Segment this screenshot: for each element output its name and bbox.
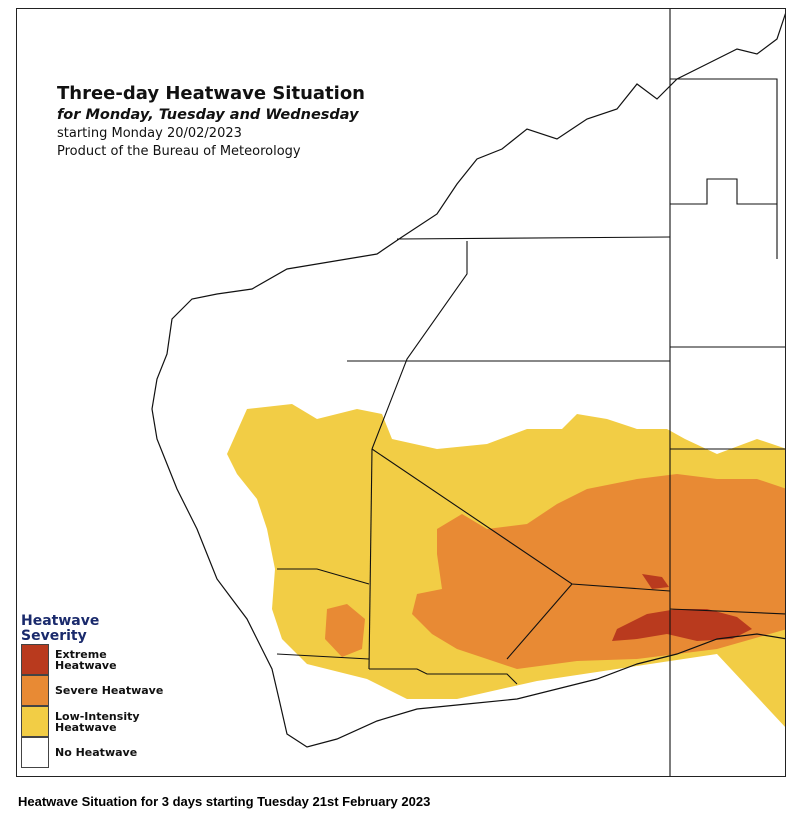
extreme-zone-small: [642, 574, 669, 589]
legend-label: Severe Heatwave: [55, 684, 164, 697]
legend-title: Heatwave Severity: [21, 613, 100, 644]
legend-item-extreme: Extreme Heatwave: [21, 644, 165, 675]
caption: Heatwave Situation for 3 days starting T…: [18, 794, 431, 809]
legend-item-low-intensity: Low-Intensity Heatwave: [21, 706, 165, 737]
swatch-none: [21, 737, 49, 768]
legend-label: No Heatwave: [55, 746, 138, 759]
swatch-low-intensity: [21, 706, 49, 737]
coastline: [151, 13, 785, 748]
district-boundaries: [276, 9, 785, 776]
legend: Heatwave Severity Extreme Heatwave Sever…: [21, 614, 165, 768]
map-title: Three-day Heatwave Situation: [57, 83, 365, 104]
legend-item-none: No Heatwave: [21, 737, 165, 768]
swatch-severe: [21, 675, 49, 706]
swatch-extreme: [21, 644, 49, 675]
map-start-date: starting Monday 20/02/2023: [57, 126, 242, 141]
legend-label: Extreme Heatwave: [55, 647, 117, 672]
extreme-zone: [612, 609, 752, 641]
legend-label: Low-Intensity Heatwave: [55, 709, 140, 734]
map-title-block: Three-day Heatwave Situation for Monday,…: [57, 83, 365, 159]
legend-item-severe: Severe Heatwave: [21, 675, 165, 706]
map-product-line: Product of the Bureau of Meteorology: [57, 144, 301, 159]
map-subtitle: for Monday, Tuesday and Wednesday: [57, 107, 359, 123]
map-canvas: [151, 9, 785, 776]
heatwave-map: Three-day Heatwave Situation for Monday,…: [16, 8, 786, 777]
severe-zone-west: [325, 604, 365, 657]
